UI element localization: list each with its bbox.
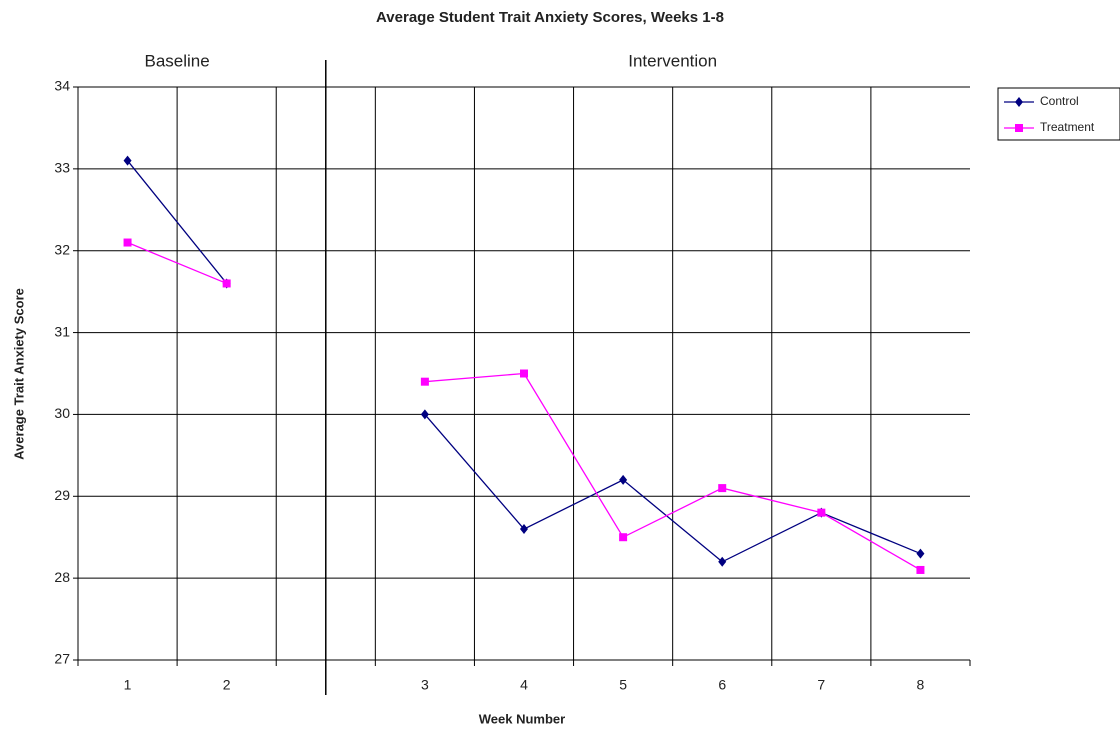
y-tick-label: 27 [54,651,70,667]
phase-label: Baseline [145,51,210,70]
series-line [127,160,921,563]
legend-marker [1015,97,1023,107]
y-tick-label: 29 [54,487,70,503]
x-tick-label: 7 [817,677,825,693]
x-tick-label: 3 [421,677,429,693]
data-point [222,279,231,288]
y-tick-label: 32 [54,241,70,257]
data-point [520,369,528,378]
series-line [127,241,921,571]
data-point [520,524,528,535]
chart-title: Average Student Trait Anxiety Scores, We… [376,9,724,26]
data-point [420,377,429,386]
y-tick-label: 31 [54,323,70,339]
data-point [916,565,925,574]
legend-marker [1015,124,1023,132]
data-point [619,474,628,485]
data-point [420,409,429,420]
x-tick-label: 1 [124,677,132,693]
data-point [718,484,727,493]
x-tick-label: 2 [223,677,231,693]
data-point [718,556,727,567]
x-tick-label: 5 [619,677,627,693]
x-tick-label: 4 [520,677,528,693]
data-point [619,533,628,542]
legend-text: Control [1040,94,1079,108]
phase-label: Intervention [628,51,717,70]
y-tick-label: 28 [54,569,70,585]
y-axis-title: Average Trait Anxiety Score [11,288,26,460]
data-point [817,508,826,517]
data-point [123,238,132,247]
x-tick-label: 6 [718,677,726,693]
x-tick-label: 8 [917,677,925,693]
y-tick-label: 33 [54,160,70,176]
x-axis-title: Week Number [479,711,565,726]
legend-text: Treatment [1040,120,1095,134]
data-point [916,548,925,559]
data-point [123,155,132,166]
y-tick-label: 34 [54,78,70,94]
y-tick-label: 30 [54,405,70,421]
